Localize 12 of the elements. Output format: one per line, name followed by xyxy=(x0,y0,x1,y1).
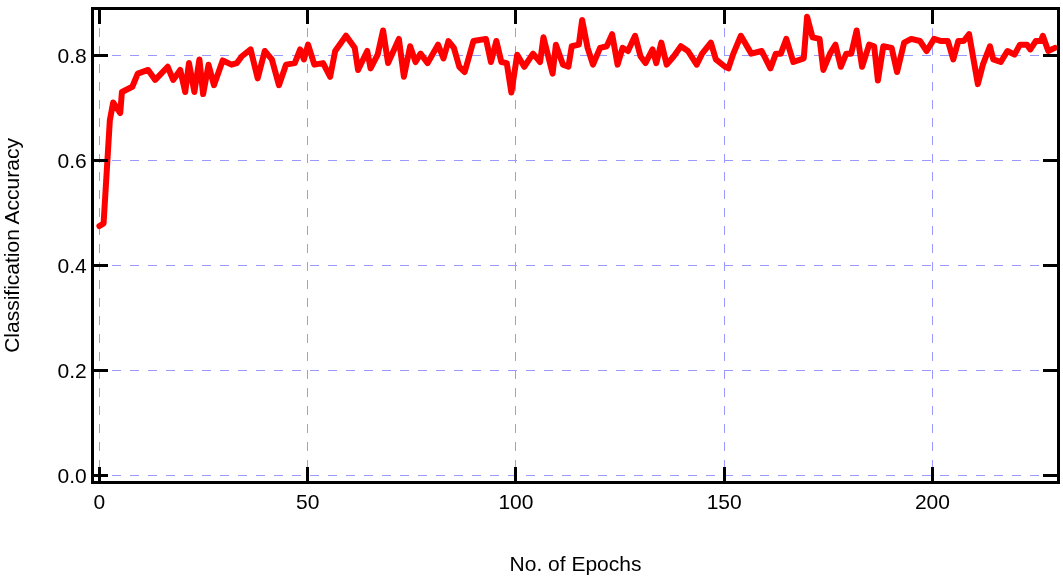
y-tick-label: 0.6 xyxy=(57,148,87,172)
y-tick-label: 0.0 xyxy=(57,464,87,488)
x-tick-label: 150 xyxy=(706,490,742,514)
y-tick-label: 0.2 xyxy=(57,358,87,382)
y-axis-title: Classification Accuracy xyxy=(0,137,23,353)
y-tick-label: 0.4 xyxy=(57,253,88,277)
x-tick-label: 200 xyxy=(914,490,950,514)
x-tick-label: 100 xyxy=(498,490,534,514)
y-tick-label: 0.8 xyxy=(57,43,87,67)
x-tick-label: 0 xyxy=(93,490,106,514)
x-axis-title: No. of Epochs xyxy=(509,552,642,576)
x-tick-label: 50 xyxy=(296,490,320,514)
